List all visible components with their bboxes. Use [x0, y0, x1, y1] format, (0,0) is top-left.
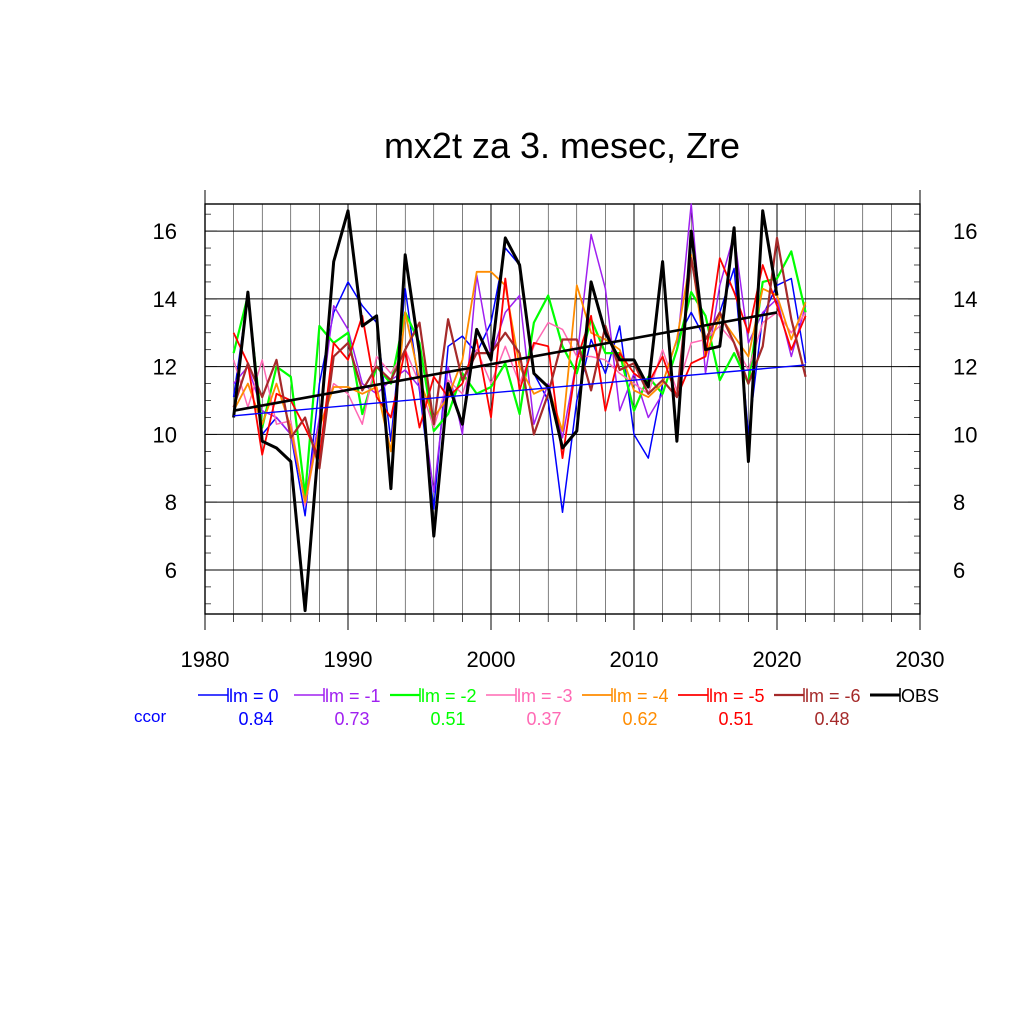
ccor-value: 0.48 — [814, 709, 849, 729]
y-tick-label-left: 8 — [165, 490, 177, 515]
legend-item: lm = -6 0.48 — [774, 686, 861, 729]
legend-label: lm = -1 — [325, 686, 381, 706]
x-tick-label: 2020 — [753, 647, 802, 672]
legend-label: lm = -5 — [709, 686, 765, 706]
ccor-value: 0.37 — [526, 709, 561, 729]
ccor-value: 0.51 — [718, 709, 753, 729]
legend-item: lm = -5 0.51 — [678, 686, 765, 729]
plot-border — [204, 203, 921, 615]
trend-line-1 — [233, 364, 806, 417]
legend-item: lm = -1 0.73 — [294, 686, 381, 729]
legend-item: lm = -4 0.62 — [582, 686, 669, 729]
y-tick-label-left: 10 — [153, 422, 177, 447]
series-layer — [232, 203, 807, 613]
legend-item: lm = -2 0.51 — [390, 686, 477, 729]
y-tick-label-left: 6 — [165, 558, 177, 583]
legend-label: OBS — [901, 686, 939, 706]
x-tick-label: 1980 — [181, 647, 230, 672]
x-tick-label: 2000 — [467, 647, 516, 672]
y-tick-label-right: 14 — [953, 287, 977, 312]
y-tick-label-right: 10 — [953, 422, 977, 447]
ccor-label: ccor — [134, 707, 166, 726]
legend-label: lm = -2 — [421, 686, 477, 706]
legend-label: lm = -3 — [517, 686, 573, 706]
y-tick-label-left: 12 — [153, 355, 177, 380]
legend-item: lm = 0 0.84 — [198, 686, 279, 729]
y-tick-label-right: 8 — [953, 490, 965, 515]
axis-layer: 1980 1990 2000 2010 2020 2030 6 6 8 8 10 10 12 12 14 14… — [153, 190, 977, 672]
x-tick-label: 2010 — [610, 647, 659, 672]
chart-title: mx2t za 3. mesec, Zre — [384, 125, 740, 166]
legend: lm = 0 0.84 lm = -1 0.73 lm = -2 0.51 lm = -3 0… — [134, 686, 939, 729]
legend-label: lm = 0 — [229, 686, 279, 706]
ccor-value: 0.84 — [238, 709, 273, 729]
trend-layer — [233, 311, 806, 417]
y-tick-label-right: 12 — [953, 355, 977, 380]
ccor-value: 0.73 — [334, 709, 369, 729]
ccor-value: 0.62 — [622, 709, 657, 729]
series-line-obs — [232, 209, 779, 613]
y-tick-label-left: 16 — [153, 219, 177, 244]
legend-label: lm = -4 — [613, 686, 669, 706]
y-tick-label-right: 16 — [953, 219, 977, 244]
ccor-value: 0.51 — [430, 709, 465, 729]
legend-item: OBS — [870, 686, 939, 706]
y-tick-label-right: 6 — [953, 558, 965, 583]
legend-label: lm = -6 — [805, 686, 861, 706]
x-tick-label: 1990 — [324, 647, 373, 672]
legend-item: lm = -3 0.37 — [486, 686, 573, 729]
trend-line-2 — [233, 311, 778, 412]
x-tick-label: 2030 — [896, 647, 945, 672]
y-tick-label-left: 14 — [153, 287, 177, 312]
